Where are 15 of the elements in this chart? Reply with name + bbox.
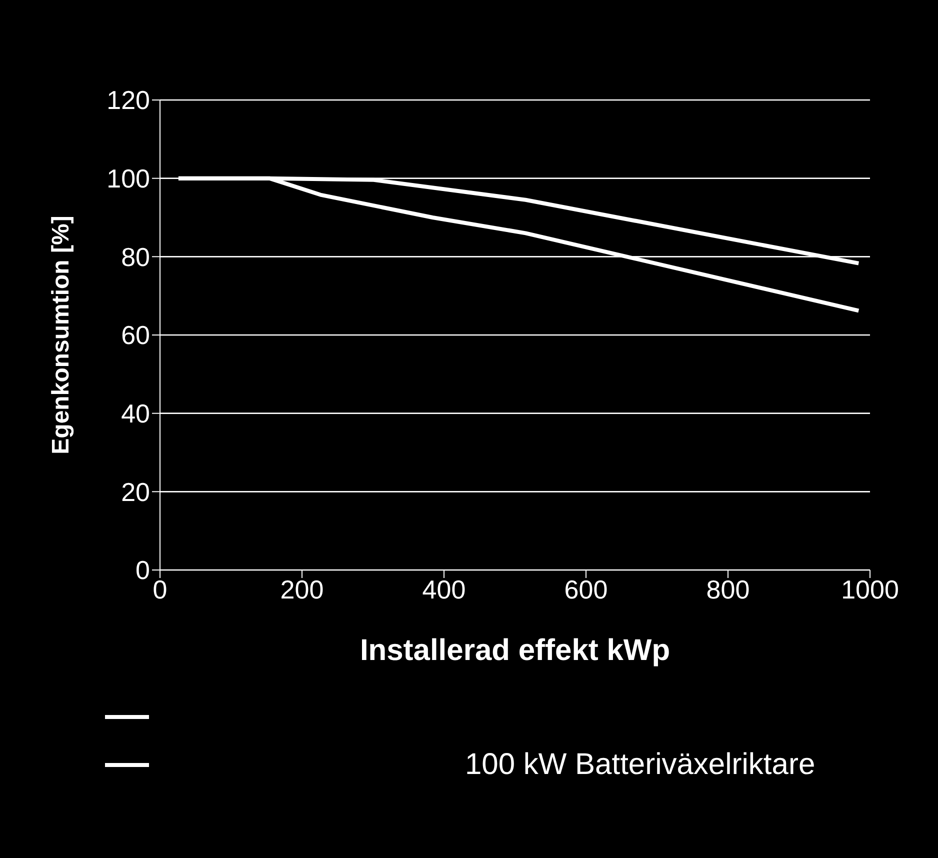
x-tick-label: 600 (564, 574, 608, 604)
y-tick-label: 120 (106, 85, 150, 116)
y-tick-label: 100 (106, 164, 150, 194)
x-axis-title: Installerad effekt kWp (360, 634, 670, 667)
y-tick-label: 60 (121, 320, 150, 350)
y-tick-label: 80 (121, 242, 150, 272)
y-axis-title: Egenkonsumtion [%] (48, 216, 75, 454)
text: 100 kW Batteriväxelriktare (465, 748, 816, 782)
x-tick-label: 1000 (841, 574, 899, 604)
y-tick-label: 20 (121, 476, 150, 507)
y-tick-label: 0 (136, 555, 150, 586)
y-tick-label: 40 (121, 398, 150, 429)
x-tick-label: 800 (706, 574, 750, 604)
x-tick-label: 200 (280, 574, 324, 604)
x-tick-label: 400 (422, 574, 466, 604)
